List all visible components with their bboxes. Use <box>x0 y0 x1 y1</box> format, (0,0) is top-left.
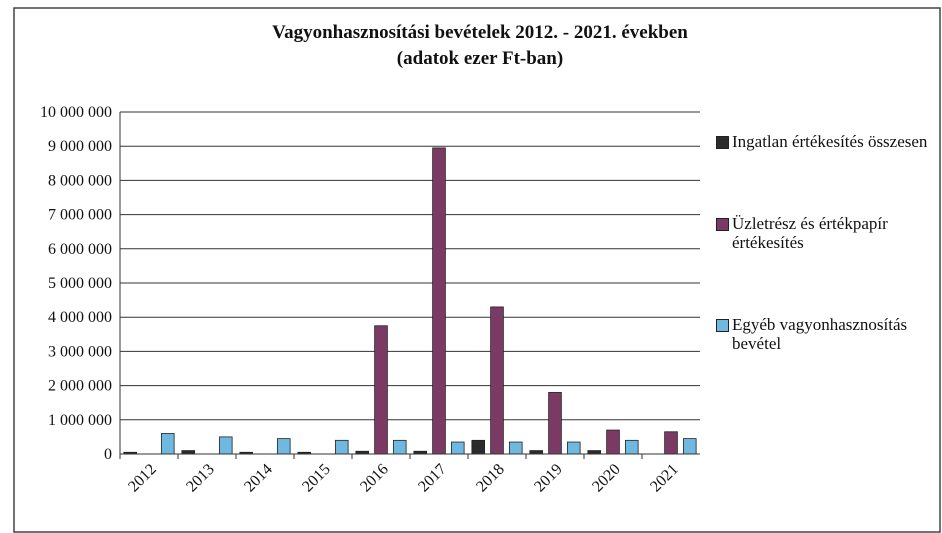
bar <box>450 441 465 455</box>
bar <box>548 392 562 455</box>
y-tick-label: 1 000 000 <box>48 412 112 429</box>
legend-item: Egyéb vagyonhasznosítás bevétel <box>716 315 938 354</box>
y-tick-label: 0 <box>104 446 112 463</box>
bar <box>334 439 349 455</box>
y-tick-label: 6 000 000 <box>48 241 112 258</box>
bar <box>508 441 523 455</box>
legend: Ingatlan értékesítés összesen Üzletrész é… <box>716 132 938 416</box>
bar <box>276 438 291 455</box>
y-tick-label: 5 000 000 <box>48 275 112 292</box>
bar <box>682 438 697 455</box>
legend-label: Üzletrész és értékpapír értékesítés <box>732 213 888 253</box>
legend-item: Ingatlan értékesítés összesen <box>716 132 938 152</box>
legend-label: Egyéb vagyonhasznosítás bevétel <box>732 314 908 354</box>
y-tick-label: 9 000 000 <box>48 138 112 155</box>
bar <box>587 450 602 455</box>
chart-title: Vagyonhasznosítási bevételek 2012. - 202… <box>272 22 688 43</box>
legend-item: Üzletrész és értékpapír értékesítés <box>716 214 938 253</box>
y-tick-label: 4 000 000 <box>48 309 112 326</box>
bar <box>529 450 544 455</box>
bar <box>181 450 196 455</box>
bar <box>392 439 407 455</box>
y-tick-label: 7 000 000 <box>48 207 112 224</box>
chart-subtitle: (adatok ezer Ft-ban) <box>397 48 563 69</box>
bar <box>490 306 504 455</box>
y-tick-label: 8 000 000 <box>48 172 112 189</box>
legend-label: Ingatlan értékesítés összesen <box>732 132 928 151</box>
bar <box>606 429 620 455</box>
y-tick-label: 3 000 000 <box>48 343 112 360</box>
y-tick-label: 10 000 000 <box>40 104 112 121</box>
y-tick-label: 2 000 000 <box>48 378 112 395</box>
bar <box>664 431 678 455</box>
bar <box>624 439 639 455</box>
legend-swatch <box>716 217 729 231</box>
bar <box>218 436 233 455</box>
bar <box>160 433 175 455</box>
bar <box>471 439 486 455</box>
legend-swatch <box>716 136 729 149</box>
bar <box>566 441 581 455</box>
legend-swatch <box>716 318 729 332</box>
bar <box>374 325 388 455</box>
bar <box>432 147 446 455</box>
